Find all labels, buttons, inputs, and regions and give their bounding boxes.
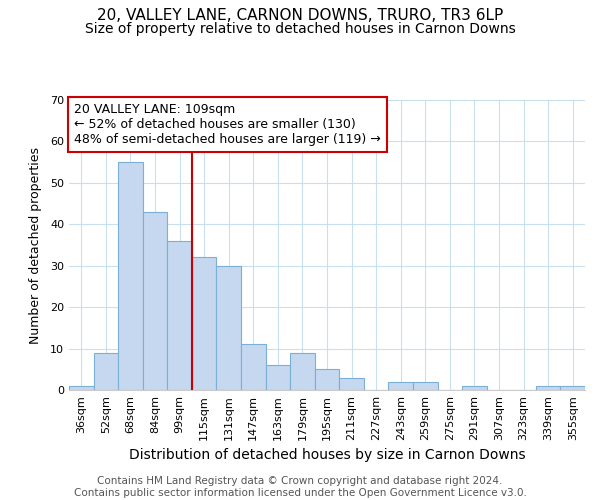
Bar xyxy=(118,162,143,390)
Bar xyxy=(192,258,217,390)
Bar xyxy=(241,344,266,390)
Bar xyxy=(339,378,364,390)
Bar xyxy=(462,386,487,390)
Y-axis label: Number of detached properties: Number of detached properties xyxy=(29,146,41,344)
Bar xyxy=(315,370,339,390)
X-axis label: Distribution of detached houses by size in Carnon Downs: Distribution of detached houses by size … xyxy=(128,448,526,462)
Bar xyxy=(266,365,290,390)
Bar xyxy=(560,386,585,390)
Bar xyxy=(167,241,192,390)
Bar xyxy=(413,382,437,390)
Bar xyxy=(143,212,167,390)
Bar xyxy=(388,382,413,390)
Bar xyxy=(536,386,560,390)
Bar xyxy=(290,352,315,390)
Bar xyxy=(94,352,118,390)
Text: Size of property relative to detached houses in Carnon Downs: Size of property relative to detached ho… xyxy=(85,22,515,36)
Text: Contains HM Land Registry data © Crown copyright and database right 2024.
Contai: Contains HM Land Registry data © Crown c… xyxy=(74,476,526,498)
Text: 20, VALLEY LANE, CARNON DOWNS, TRURO, TR3 6LP: 20, VALLEY LANE, CARNON DOWNS, TRURO, TR… xyxy=(97,8,503,22)
Text: 20 VALLEY LANE: 109sqm
← 52% of detached houses are smaller (130)
48% of semi-de: 20 VALLEY LANE: 109sqm ← 52% of detached… xyxy=(74,103,381,146)
Bar xyxy=(69,386,94,390)
Bar xyxy=(217,266,241,390)
